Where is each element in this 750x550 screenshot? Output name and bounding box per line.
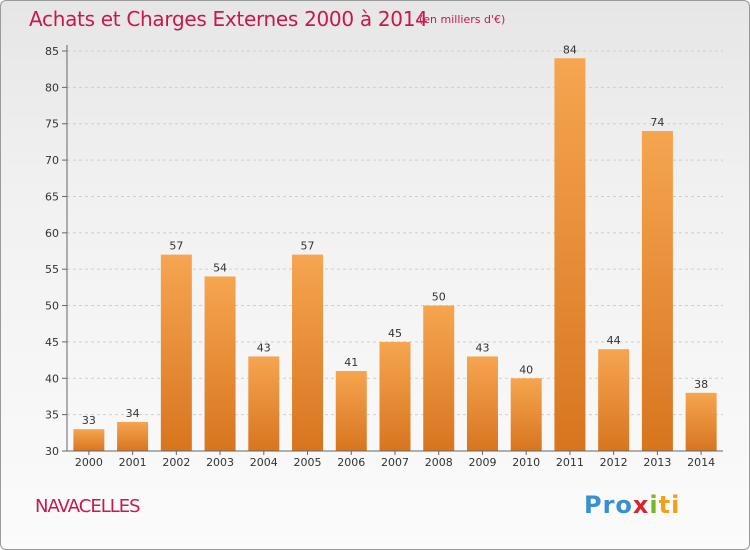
axes (62, 45, 723, 455)
x-tick-label: 2003 (206, 456, 234, 469)
logo-part: ti (658, 491, 681, 519)
chart-title: Achats et Charges Externes 2000 à 2014 (29, 7, 428, 31)
y-tick-label: 30 (45, 445, 59, 458)
bar (466, 356, 498, 451)
bar-value-label: 54 (213, 261, 227, 274)
y-tick-label: 50 (45, 300, 59, 313)
bar-value-label: 74 (650, 116, 664, 129)
bar-value-label: 57 (169, 240, 183, 253)
bars (73, 58, 717, 451)
bar (73, 429, 105, 451)
bar-value-label: 57 (301, 240, 315, 253)
bar-value-label: 84 (563, 43, 577, 56)
bar (685, 392, 717, 451)
logo-part: Pro (584, 491, 633, 519)
bar-value-label: 45 (388, 327, 402, 340)
x-tick-label: 2013 (643, 456, 671, 469)
logo-part: x (632, 491, 650, 519)
bar (204, 276, 236, 451)
x-tick-label: 2012 (600, 456, 628, 469)
x-tick-label: 2004 (250, 456, 278, 469)
x-tick-label: 2006 (337, 456, 365, 469)
bar-value-label: 33 (82, 414, 96, 427)
y-tick-label: 40 (45, 372, 59, 385)
bar (335, 371, 367, 451)
x-tick-label: 2008 (425, 456, 453, 469)
bar-value-label: 41 (344, 356, 358, 369)
bar (117, 421, 149, 451)
x-tick-label: 2011 (556, 456, 584, 469)
bar (510, 378, 542, 451)
x-tick-label: 2001 (119, 456, 147, 469)
bar-value-label: 44 (607, 334, 621, 347)
y-tick-label: 75 (45, 118, 59, 131)
bar (160, 254, 192, 451)
bar-value-label: 34 (126, 407, 140, 420)
logo-part: i (649, 491, 659, 519)
chart-unit: (en milliers d'€) (419, 13, 506, 26)
y-tick-label: 85 (45, 45, 59, 58)
bar (379, 341, 411, 451)
bar-value-label: 38 (694, 378, 708, 391)
proxiti-logo: Proxiti (584, 491, 680, 519)
bar-value-label: 43 (475, 341, 489, 354)
y-tick-label: 60 (45, 227, 59, 240)
x-tick-label: 2000 (75, 456, 103, 469)
y-tick-label: 35 (45, 409, 59, 422)
town-name: NAVACELLES (35, 496, 141, 517)
bar (423, 305, 455, 451)
y-tick-label: 70 (45, 154, 59, 167)
bar (598, 349, 630, 451)
labels: 30 35 40 45 50 55 60 65 70 75 80 85 33 2000 34 2001 57 20… (45, 43, 715, 469)
x-tick-label: 2007 (381, 456, 409, 469)
x-tick-label: 2002 (162, 456, 190, 469)
y-tick-label: 65 (45, 190, 59, 203)
bar (554, 58, 586, 451)
x-tick-label: 2014 (687, 456, 715, 469)
y-tick-label: 80 (45, 81, 59, 94)
x-tick-label: 2005 (294, 456, 322, 469)
y-tick-label: 45 (45, 336, 59, 349)
bar (641, 131, 673, 451)
bar-value-label: 40 (519, 363, 533, 376)
y-tick-label: 55 (45, 263, 59, 276)
bar-value-label: 43 (257, 341, 271, 354)
bar (292, 254, 324, 451)
x-tick-label: 2010 (512, 456, 540, 469)
bar-value-label: 50 (432, 291, 446, 304)
bar (248, 356, 280, 451)
x-tick-label: 2009 (468, 456, 496, 469)
